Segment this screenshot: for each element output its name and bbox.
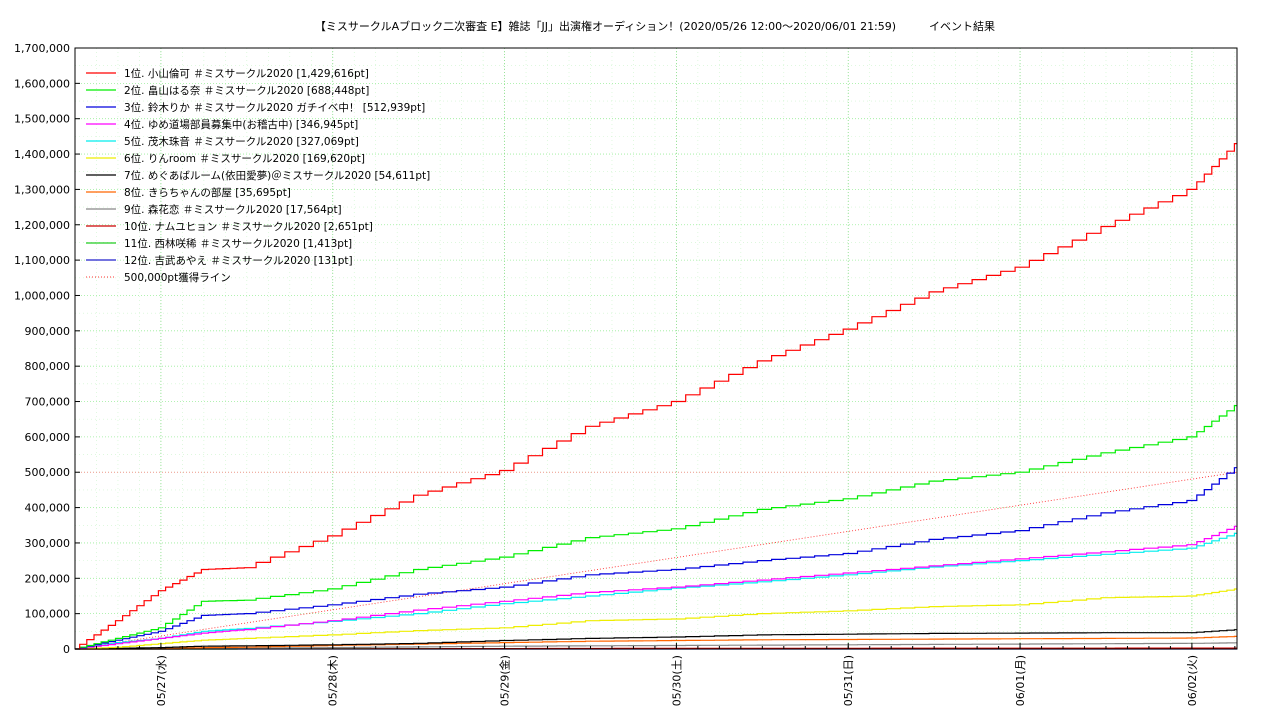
series-line — [75, 629, 1237, 650]
legend-entry: 9位. 森花恋 ＃ミスサークル2020 [17,564pt] — [124, 203, 342, 216]
reference-line-group — [74, 471, 1238, 650]
y-tick-label: 500,000 — [25, 466, 71, 479]
legend-entry: 7位. めぐあばルーム(依田愛夢)＠ミスサークル2020 [54,611pt] — [124, 169, 430, 182]
legend-entry: 2位. 畠山はる奈 ＃ミスサークル2020 [688,448pt] — [124, 84, 369, 97]
legend-entry: 8位. きらちゃんの部屋 [35,695pt] — [124, 186, 291, 199]
x-tick-label: 05/27(水) — [155, 655, 168, 706]
y-tick-label: 1,000,000 — [14, 289, 70, 302]
x-axis: 05/27(水) 05/28(木) 05/29(金) 05/30(土) 05/31(日)… — [74, 643, 1236, 706]
series-line — [75, 635, 1237, 650]
x-tick-label: 06/02(火) — [1186, 655, 1199, 706]
series-line — [75, 143, 1237, 650]
y-tick-label: 0 — [63, 643, 70, 656]
y-tick-label: 600,000 — [25, 431, 71, 444]
series-line — [75, 405, 1237, 650]
legend-entry: 1位. 小山倫可 ＃ミスサークル2020 [1,429,616pt] — [124, 67, 369, 80]
series-line — [75, 467, 1237, 650]
y-tick-label: 1,400,000 — [14, 148, 70, 161]
legend-entry: 6位. りんroom ＃ミスサークル2020 [169,620pt] — [124, 152, 365, 165]
series-line — [75, 588, 1237, 650]
x-tick-label: 05/29(金) — [498, 655, 512, 706]
legend-entry: 11位. 西林咲稀 ＃ミスサークル2020 [1,413pt] — [124, 237, 352, 250]
legend-entry: 4位. ゆめ道場部員募集中(お稽古中) [346,945pt] — [124, 118, 358, 131]
y-tick-label: 800,000 — [25, 360, 71, 373]
y-tick-label: 1,700,000 — [14, 42, 70, 55]
x-tick-label: 05/28(木) — [327, 655, 340, 706]
legend-entry: 500,000pt獲得ライン — [124, 271, 231, 284]
legend-entry: 10位. ナムユヒョン ＃ミスサークル2020 [2,651pt] — [124, 220, 373, 233]
y-tick-label: 1,600,000 — [14, 77, 70, 90]
plot-frame — [74, 47, 1238, 650]
legend-entry: 5位. 茂木珠音 ＃ミスサークル2020 [327,069pt] — [124, 135, 359, 148]
y-tick-label: 200,000 — [25, 572, 71, 585]
y-tick-label: 300,000 — [25, 537, 71, 550]
y-tick-label: 400,000 — [25, 502, 71, 515]
series-line — [75, 532, 1237, 650]
y-axis: 0 100,000 200,000 300,000 400,000 500,000 600,… — [14, 42, 80, 656]
y-tick-label: 1,100,000 — [14, 254, 70, 267]
series-line — [75, 525, 1237, 650]
y-tick-label: 900,000 — [25, 325, 71, 338]
x-tick-label: 06/01(月) — [1014, 655, 1027, 706]
x-tick-label: 05/30(土) — [670, 655, 683, 706]
grid — [74, 47, 1237, 650]
x-tick-label: 05/31(日) — [842, 655, 855, 706]
y-tick-label: 1,300,000 — [14, 183, 70, 196]
y-tick-label: 1,500,000 — [14, 113, 70, 126]
legend-entry: 3位. 鈴木りか ＃ミスサークル2020 ガチイベ中！ [512,939pt] — [124, 101, 425, 114]
y-tick-label: 700,000 — [25, 396, 71, 409]
series-group — [75, 143, 1237, 650]
reference-line — [74, 471, 1238, 650]
chart-title: 【ミスサークルAブロック二次審査 E】雑誌「JJ」出演権オーディション！(202… — [315, 19, 995, 33]
y-tick-label: 1,200,000 — [14, 219, 70, 232]
y-tick-label: 100,000 — [25, 608, 71, 621]
legend-entry: 12位. 吉武あやえ ＃ミスサークル2020 [131pt] — [124, 254, 353, 267]
legend: 1位. 小山倫可 ＃ミスサークル2020 [1,429,616pt] 2位. 畠山… — [86, 67, 430, 284]
